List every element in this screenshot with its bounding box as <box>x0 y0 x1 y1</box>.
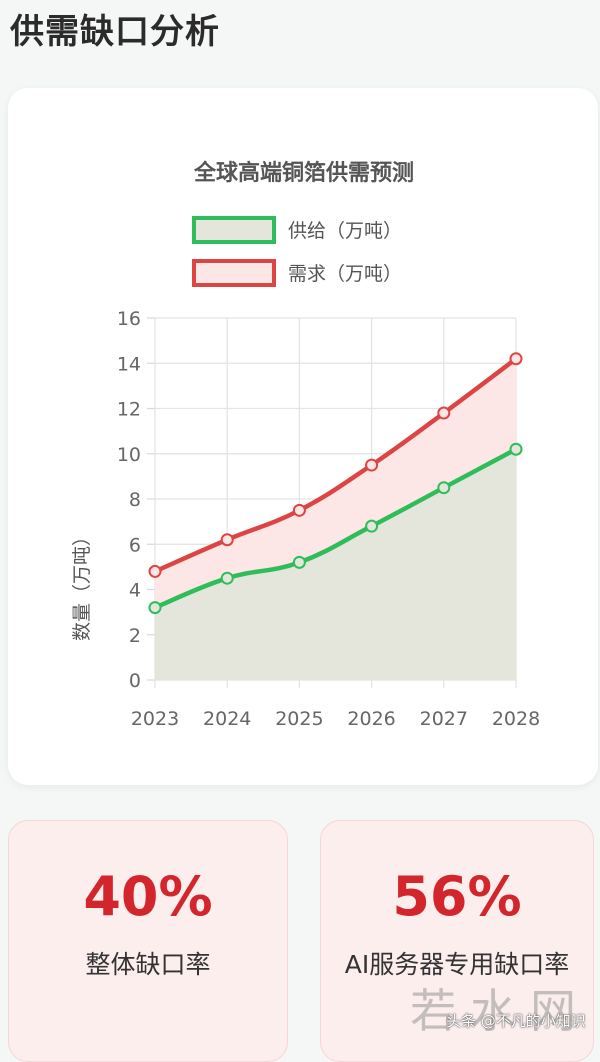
ai-server-gap-value: 56% <box>392 865 522 928</box>
data-point <box>437 481 451 495</box>
x-tick-label: 2025 <box>275 708 323 730</box>
data-point <box>509 352 523 366</box>
y-tick-label: 12 <box>117 399 141 421</box>
chart-points <box>148 352 523 615</box>
watermark-text: 头条 @不凡的小知识 <box>446 1012 586 1030</box>
watermark-brand: 若水网 <box>410 984 590 1038</box>
legend-swatch <box>192 216 276 244</box>
overall-gap-value: 40% <box>83 865 213 928</box>
x-tick-label: 2028 <box>492 708 540 730</box>
data-point <box>220 571 234 585</box>
chart-areas <box>155 358 516 680</box>
data-point <box>365 519 379 533</box>
legend-swatch <box>192 259 276 287</box>
page-title: 供需缺口分析 <box>10 12 220 52</box>
y-tick-label: 10 <box>117 444 141 466</box>
data-point <box>365 458 379 472</box>
overall-gap-card: 40% 整体缺口率 <box>8 820 288 1062</box>
y-tick-label: 14 <box>117 353 141 375</box>
x-tick-label: 2026 <box>347 708 395 730</box>
chart-title: 全球高端铜箔供需预测 <box>193 160 414 186</box>
data-point <box>220 533 234 547</box>
ai-server-gap-card: 56% AI服务器专用缺口率 <box>320 820 594 1062</box>
y-tick-label: 0 <box>129 670 141 692</box>
y-tick-label: 4 <box>129 580 141 602</box>
x-tick-label: 2027 <box>420 708 468 730</box>
x-axis-ticks: 2023 2024 2025 2026 2027 2028 <box>131 708 540 730</box>
y-tick-label: 8 <box>129 489 141 511</box>
x-tick-label: 2023 <box>131 708 179 730</box>
chart-card: 全球高端铜箔供需预测 供给（万吨） 需求（万吨） 0 2 4 6 8 10 12 14 16 20… <box>8 88 598 785</box>
data-point <box>509 442 523 456</box>
data-point <box>292 555 306 569</box>
y-tick-label: 6 <box>129 534 141 556</box>
y-tick-label: 2 <box>129 625 141 647</box>
legend-label: 需求（万吨） <box>288 263 402 285</box>
y-axis-ticks: 0 2 4 6 8 10 12 14 16 <box>117 308 141 692</box>
data-point <box>292 503 306 517</box>
overall-gap-label: 整体缺口率 <box>85 950 211 979</box>
chart-legend[interactable]: 供给（万吨） 需求（万吨） <box>192 216 402 287</box>
data-point <box>148 564 162 578</box>
x-tick-label: 2024 <box>203 708 251 730</box>
y-axis-title: 数量（万吨） <box>71 527 93 641</box>
y-tick-label: 16 <box>117 308 141 330</box>
data-point <box>148 601 162 615</box>
ai-server-gap-label: AI服务器专用缺口率 <box>344 950 570 979</box>
series-area <box>155 449 516 680</box>
data-point <box>437 406 451 420</box>
supply-demand-chart: 全球高端铜箔供需预测 供给（万吨） 需求（万吨） 0 2 4 6 8 10 12 14 16 20… <box>71 160 540 730</box>
legend-label: 供给（万吨） <box>288 220 402 242</box>
